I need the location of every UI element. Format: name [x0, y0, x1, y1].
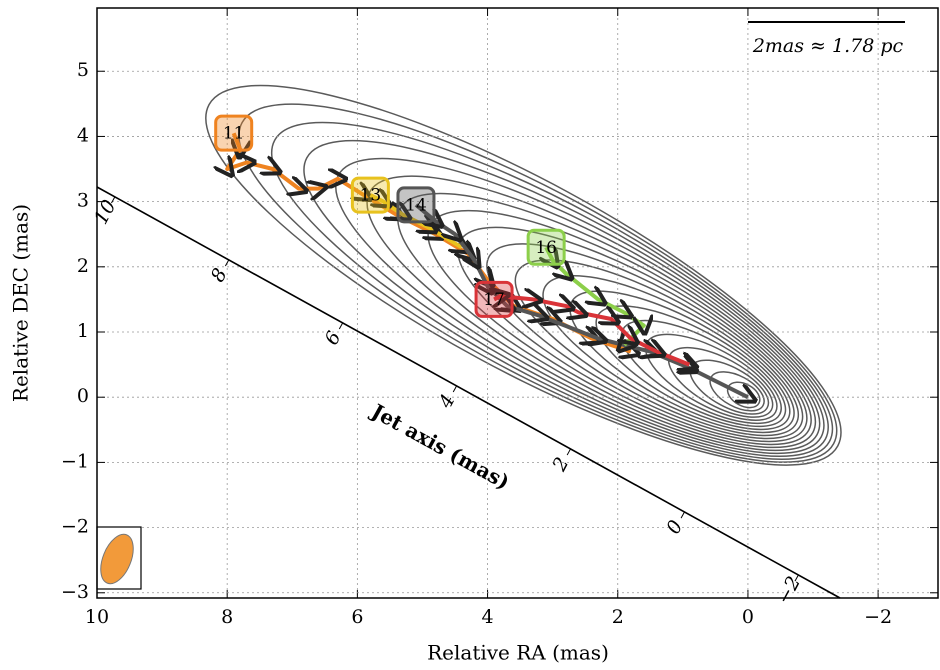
jet-axis-tick-label: 10 [90, 196, 121, 228]
component-label: 16 [535, 238, 557, 258]
y-tick-label: 5 [77, 59, 89, 81]
jet-axis-tick [567, 449, 570, 455]
jet-axis-label: Jet axis (mas) [366, 398, 514, 494]
x-tick-label: −2 [864, 606, 892, 628]
x-tick-label: 4 [482, 606, 494, 628]
y-tick-label: −3 [61, 581, 89, 603]
y-tick-label: 2 [77, 255, 89, 277]
component-label: 14 [405, 195, 427, 215]
component-label: 17 [483, 290, 505, 310]
component-label: 11 [223, 124, 245, 144]
jet-axis-tick [681, 512, 684, 518]
jet-axis-tick-label: 6 [321, 328, 346, 349]
jet-axis-tick-label: 0 [662, 517, 687, 538]
y-tick-label: −2 [61, 516, 89, 538]
contour [234, 65, 870, 517]
x-tick-label: 10 [85, 606, 109, 628]
plot-frame [97, 8, 938, 598]
jet-axis-tick-label: 2 [548, 454, 574, 476]
y-tick-label: 1 [77, 320, 89, 342]
contours [164, 22, 883, 529]
jet-axis-tick-label: 4 [434, 391, 460, 413]
y-tick-label: 4 [77, 124, 89, 146]
y-axis-label: Relative DEC (mas) [9, 204, 33, 402]
y-tick-label: −1 [61, 450, 89, 472]
x-tick-label: 0 [742, 606, 754, 628]
jet-axis-tick [225, 260, 228, 266]
trajectory [494, 296, 689, 364]
x-axis-label: Relative RA (mas) [427, 641, 609, 665]
x-tick-label: 6 [351, 606, 363, 628]
jet-axis-tick [453, 386, 456, 392]
x-tick-label: 8 [221, 606, 233, 628]
jet-axis-tick-label: 8 [207, 265, 232, 286]
y-tick-label: 0 [77, 385, 89, 407]
chart: 10 8 6 4 2 0 −2 −3 −2 −1 0 1 2 3 4 5 10 8 6 4 2 0 −2 Jet axis (… [0, 0, 940, 666]
component-label: 13 [360, 186, 382, 206]
jet-axis-tick-label: −2 [772, 573, 805, 608]
scale-label: 2mas ≈ 1.78 pc [752, 35, 904, 57]
jet-axis-tick [339, 323, 342, 329]
x-tick-label: 2 [612, 606, 624, 628]
y-tick-label: 3 [77, 190, 89, 212]
